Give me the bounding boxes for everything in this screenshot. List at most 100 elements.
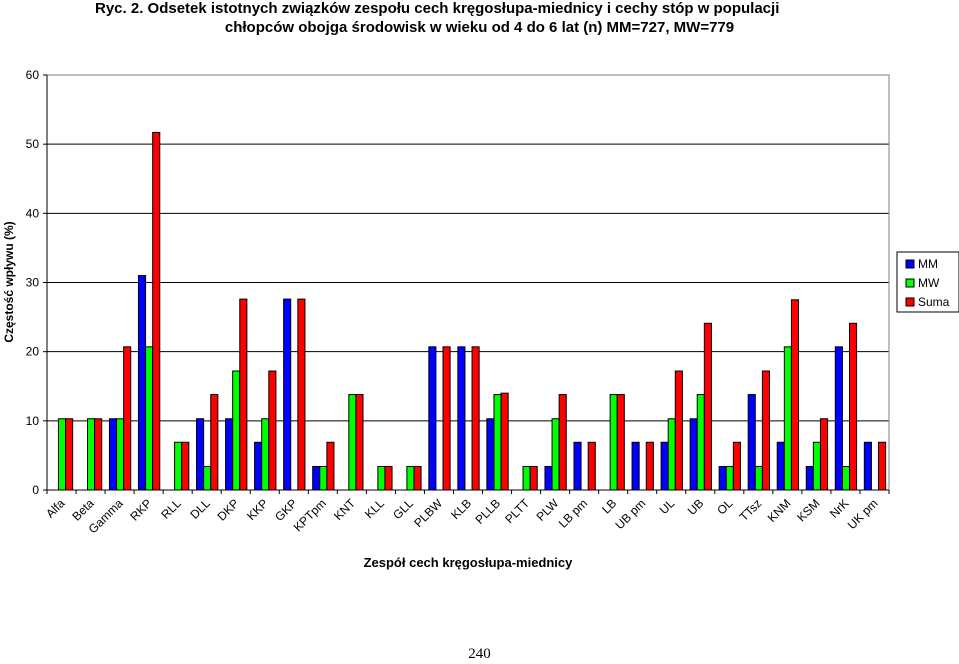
x-tick-label: PLLB (472, 496, 503, 527)
bar-mm-klb (457, 346, 466, 491)
bar-suma-lb (616, 394, 625, 491)
y-axis-label: Częstość wpływu (%) (2, 221, 16, 342)
chart-title-line-2: chłopców obojga środowisk w wieku od 4 d… (224, 19, 735, 36)
bar-mw-rkp (145, 346, 154, 491)
x-tick-label: PLTT (502, 496, 532, 526)
bar-suma-ksm (819, 418, 829, 491)
bar-mm-pllb (486, 418, 495, 491)
x-axis-label: Zespół cech kręgosłupa-miednicy (364, 555, 574, 570)
bar-mw-pllb (493, 394, 502, 491)
bar-mw-nrk (841, 465, 851, 491)
legend-swatch-mm (905, 259, 915, 269)
legend-swatch-suma (905, 297, 915, 307)
y-tick-label: 20 (26, 345, 40, 359)
bar-suma-kptpm (326, 441, 335, 491)
x-tick-label: KLB (448, 496, 474, 522)
gridlines (47, 74, 889, 422)
bar-suma-gamma (123, 346, 132, 491)
bar-mw-ksm (812, 441, 821, 491)
legend-swatch-mw (905, 278, 915, 288)
legend-label-suma: Suma (918, 295, 950, 309)
bar-suma-pllb (500, 392, 509, 491)
x-tick-label: KLL (362, 496, 387, 521)
bar-mm-ol (718, 465, 727, 491)
bar-suma-plbw (442, 346, 451, 491)
bar-mw-kkp (261, 418, 270, 491)
bar-mw-rll (174, 441, 183, 491)
x-tick-label: KKP (244, 496, 271, 523)
legend-label-mm: MM (918, 257, 938, 271)
bar-mm-rkp (137, 275, 147, 491)
bars (57, 131, 887, 491)
bar-mw-ul (667, 418, 676, 491)
bar-suma-rll (181, 441, 190, 491)
axes (43, 74, 890, 494)
y-tick-label: 30 (26, 276, 40, 290)
bar-suma-knm (790, 299, 800, 491)
x-tick-label: UK pm (845, 496, 881, 532)
bar-mm-ksm (805, 465, 814, 491)
x-tick-label: DKP (214, 496, 241, 523)
x-tick-label: KNT (331, 496, 358, 523)
bar-suma-pltt (529, 465, 538, 491)
x-tick-label: UB (685, 496, 707, 518)
bar-mw-dll (203, 465, 212, 491)
bar-mm-knm (776, 441, 785, 491)
bar-mm-ub-pm (631, 441, 640, 491)
bar-mw-knt (348, 394, 357, 491)
bar-mm-kkp (254, 441, 263, 491)
bar-mw-lb (609, 394, 618, 491)
bar-mm-plbw (428, 346, 437, 491)
bar-suma-kkp (268, 370, 277, 491)
bar-suma-klb (471, 346, 480, 491)
bar-suma-plw (558, 394, 567, 491)
x-tick-label: UB pm (612, 496, 648, 532)
bar-mm-ul (660, 441, 669, 491)
bar-mw-knm (783, 346, 792, 491)
bar-mw-ol (725, 465, 734, 491)
bar-mw-kll (377, 465, 386, 491)
bar-suma-uk-pm (878, 441, 887, 491)
bar-mm-plw (544, 465, 553, 491)
y-tick-label: 10 (26, 414, 40, 428)
bar-suma-beta (94, 418, 103, 491)
bar-mm-dkp (225, 418, 234, 491)
bar-mm-ttsz (747, 394, 756, 491)
page-number: 240 (468, 646, 491, 662)
bar-mm-dll (196, 418, 205, 491)
bar-mm-gamma (108, 418, 118, 491)
bar-mw-ttsz (754, 465, 763, 491)
bar-suma-ub (703, 322, 712, 491)
bar-suma-ttsz (761, 370, 770, 491)
y-tick-label: 40 (26, 206, 40, 220)
x-tick-label: KNM (765, 496, 794, 525)
bar-mm-lb-pm (573, 441, 582, 491)
bar-mw-plw (551, 418, 560, 491)
x-tick-label: KSM (794, 496, 822, 524)
bar-suma-gkp (297, 298, 306, 491)
chart-title-line-1: Ryc. 2. Odsetek istotnych związków zespo… (95, 0, 780, 17)
bar-mm-gkp (283, 298, 292, 491)
x-tick-label: DLL (187, 496, 213, 522)
bar-suma-ul (674, 370, 683, 491)
bar-suma-gll (413, 465, 422, 491)
x-tick-label: PLBW (411, 496, 445, 530)
x-tick-label: OL (714, 496, 735, 517)
bar-suma-knt (355, 394, 364, 491)
bar-mw-gamma (116, 418, 125, 491)
bar-mm-nrk (834, 346, 843, 491)
x-tick-label: Alfa (43, 496, 68, 521)
bar-suma-rkp (152, 131, 161, 491)
legend-label-mw: MW (918, 276, 940, 290)
legend: MM MW Suma (896, 251, 959, 313)
x-tick-label: LB (599, 496, 619, 516)
bar-mw-kptpm (319, 465, 328, 491)
bar-suma-dkp (239, 298, 248, 491)
x-tick-label: LB pm (556, 496, 590, 530)
y-tick-labels: 0 10 20 30 40 50 60 (26, 68, 40, 497)
bar-mm-ub (689, 418, 698, 491)
x-tick-label: TTsz (737, 496, 765, 524)
x-tick-label: RKP (127, 496, 154, 523)
